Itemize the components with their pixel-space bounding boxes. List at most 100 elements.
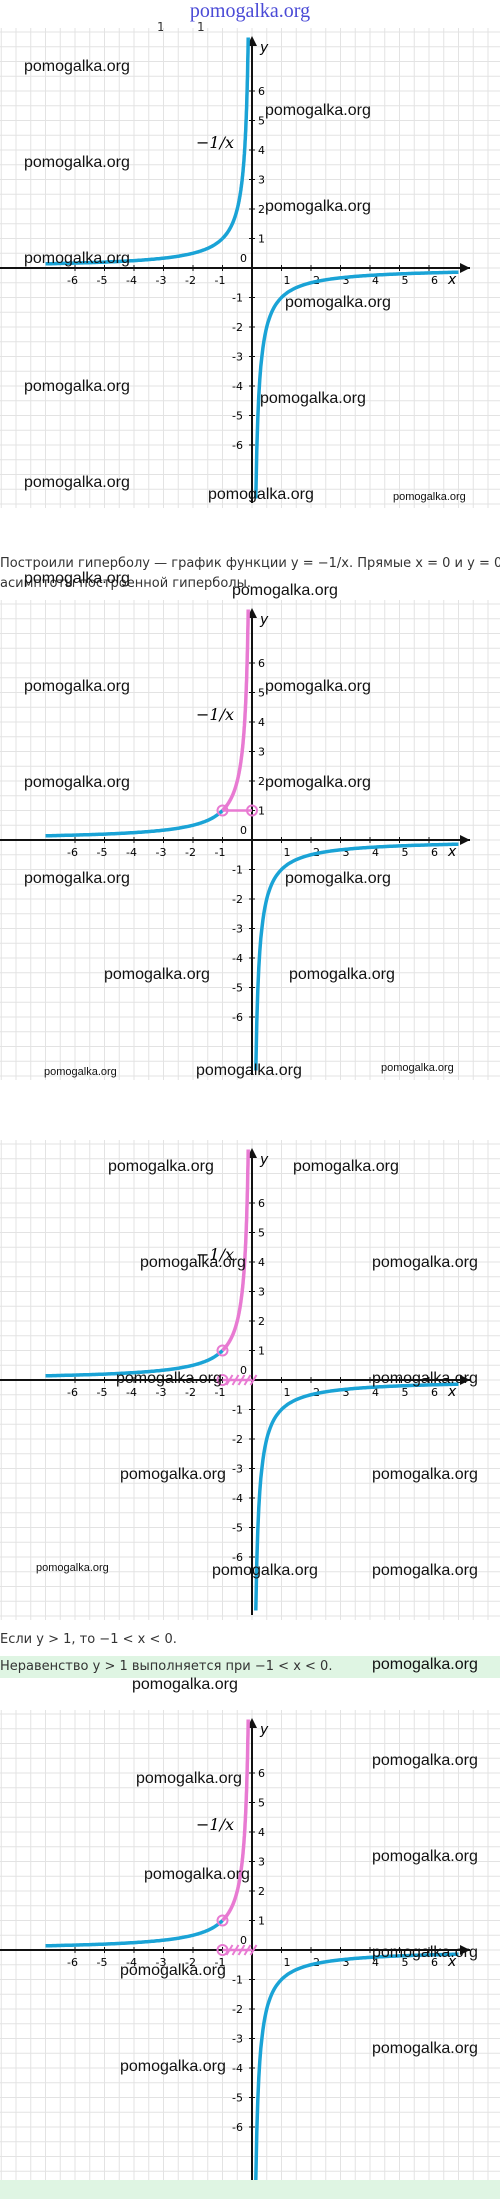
x-tick-label: -5 — [97, 1386, 108, 1399]
watermark: pomogalka.org — [393, 491, 466, 503]
watermark: pomogalka.org — [285, 870, 391, 887]
y-axis-label: y — [259, 612, 269, 628]
x-tick-label: 6 — [431, 1386, 438, 1399]
y-tick-label: -4 — [232, 2062, 243, 2075]
open-point — [216, 804, 229, 817]
watermark: pomogalka.org — [24, 250, 130, 267]
y-tick-label: 6 — [258, 1197, 265, 1210]
y-tick-label: 5 — [258, 115, 265, 128]
y-tick-label: 2 — [258, 1315, 265, 1328]
y-tick-label: 4 — [258, 1826, 265, 1839]
x-tick-label: 6 — [431, 274, 438, 287]
hyperbola-left-upper — [221, 37, 250, 240]
x-tick-label: 4 — [372, 846, 379, 859]
watermark: pomogalka.org — [24, 58, 130, 75]
text-line-1: Построили гиперболу — график функции y =… — [0, 556, 500, 571]
y-tick-label: -5 — [232, 1522, 243, 1535]
y-tick-label: -2 — [232, 893, 243, 906]
x-tick-label: -3 — [156, 846, 167, 859]
watermark: pomogalka.org — [208, 486, 314, 503]
function-label: −1/x — [196, 133, 234, 152]
y-tick-label: -4 — [232, 1492, 243, 1505]
y-tick-label: 3 — [258, 1286, 265, 1299]
watermark: pomogalka.org — [232, 582, 338, 599]
graph-2: x y -6 -5 -4 -3 -2 -1 0 1 2 3 4 5 6 6 5 4 3 2 1 -1 -2 -3 -4 -5 -6−… — [0, 600, 500, 1080]
x-arrow — [460, 835, 470, 845]
watermark: pomogalka.org — [372, 1752, 478, 1769]
y-tick-label: -6 — [232, 439, 243, 452]
watermark: pomogalka.org — [260, 390, 366, 407]
hyperbola-left-branch — [45, 1919, 224, 1948]
y-tick-label: -1 — [232, 1974, 243, 1987]
x-tick-label: 3 — [343, 274, 350, 287]
text-line-3: Если y > 1, то −1 < x < 0. — [0, 1632, 177, 1647]
watermark: pomogalka.org — [372, 2040, 478, 2057]
watermark: pomogalka.org — [24, 678, 130, 695]
interval-hatch — [222, 1374, 258, 1386]
x-tick-label: -6 — [67, 846, 78, 859]
y-tick-label: 3 — [258, 1856, 265, 1869]
y-tick-label: -6 — [232, 2121, 243, 2134]
graph-4: x y -6 -5 -4 -3 -2 -1 0 1 2 3 4 5 6 6 5 4 3 2 1 -1 -2 -3 -4 -5 -6−… — [0, 1710, 500, 2190]
hyperbola-left-upper — [221, 1719, 250, 1922]
y-tick-label: 5 — [258, 1227, 265, 1240]
y-tick-label: 6 — [258, 657, 265, 670]
y-tick-label: 2 — [258, 1885, 265, 1898]
top-digit: 1 — [157, 20, 165, 34]
y-tick-label: 3 — [258, 174, 265, 187]
x-tick-label: -2 — [185, 274, 196, 287]
x-tick-label: 3 — [343, 1386, 350, 1399]
watermark: pomogalka.org — [285, 294, 391, 311]
watermark: pomogalka.org — [24, 378, 130, 395]
x-arrow — [460, 263, 470, 273]
x-tick-label: 4 — [372, 274, 379, 287]
x-tick-label: -4 — [126, 274, 137, 287]
x-tick-label: -5 — [97, 1956, 108, 1969]
y-tick-label: -1 — [232, 864, 243, 877]
x-tick-label: 4 — [372, 1386, 379, 1399]
watermark: pomogalka.org — [265, 678, 371, 695]
hyperbola-left-branch — [45, 1349, 224, 1378]
y-tick-label: -3 — [232, 2033, 243, 2046]
x-tick-label: 5 — [402, 1386, 409, 1399]
x-tick-label: -1 — [215, 1386, 226, 1399]
x-tick-label: -3 — [156, 274, 167, 287]
x-tick-label: 1 — [284, 1956, 291, 1969]
watermark: pomogalka.org — [44, 1066, 117, 1078]
y-tick-label: 4 — [258, 1256, 265, 1269]
y-tick-label: 1 — [258, 1915, 265, 1928]
x-tick-label: -1 — [215, 274, 226, 287]
watermark: pomogalka.org — [265, 198, 371, 215]
watermark: pomogalka.org — [116, 1370, 222, 1387]
y-tick-label: -1 — [232, 292, 243, 305]
x-tick-label: -1 — [215, 1956, 226, 1969]
x-tick-label: -2 — [185, 846, 196, 859]
watermark: pomogalka.org — [265, 102, 371, 119]
hyperbola-right-branch — [254, 270, 459, 499]
y-axis-label: y — [259, 1152, 269, 1168]
site-title: pomogalka.org — [189, 0, 311, 22]
x-tick-label: 3 — [343, 1956, 350, 1969]
x-tick-label: -2 — [185, 1956, 196, 1969]
watermark: pomogalka.org — [24, 870, 130, 887]
x-tick-label: -3 — [156, 1956, 167, 1969]
x-tick-label: -6 — [67, 274, 78, 287]
x-tick-label: -6 — [67, 1956, 78, 1969]
x-tick-label: 0 — [240, 824, 247, 837]
y-tick-label: -4 — [232, 952, 243, 965]
y-tick-label: 5 — [258, 687, 265, 700]
watermark: pomogalka.org — [140, 1254, 246, 1271]
x-tick-label: -1 — [215, 846, 226, 859]
y-tick-label: 4 — [258, 144, 265, 157]
x-tick-label: 5 — [402, 1956, 409, 1969]
top-digit: 1 — [197, 20, 205, 34]
y-tick-label: -4 — [232, 380, 243, 393]
watermark: pomogalka.org — [265, 774, 371, 791]
function-label: −1/x — [196, 1815, 234, 1834]
y-tick-label: 3 — [258, 746, 265, 759]
hyperbola-right-branch — [254, 1952, 459, 2181]
x-tick-label: 1 — [284, 1386, 291, 1399]
text-line-4: Неравенство y > 1 выполняется при −1 < x… — [0, 1656, 500, 1678]
watermark: pomogalka.org — [212, 1562, 318, 1579]
watermark: pomogalka.org — [120, 1466, 226, 1483]
